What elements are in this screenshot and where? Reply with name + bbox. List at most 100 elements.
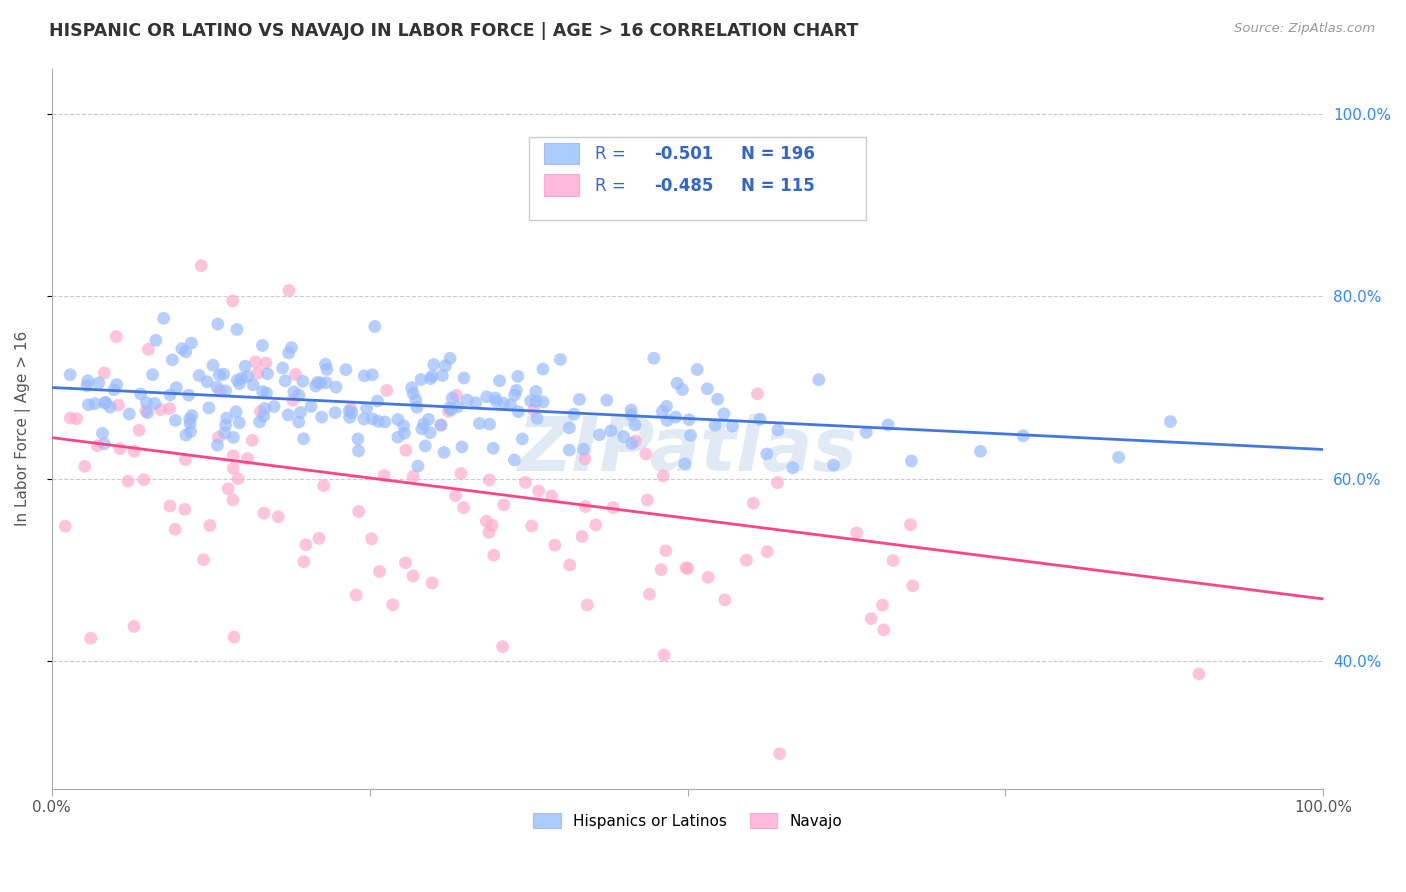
Point	[217, 482, 239, 496]
Point	[402, 569, 425, 583]
Point	[636, 493, 658, 508]
Point	[508, 405, 530, 419]
Point	[59, 411, 82, 425]
Point	[439, 351, 461, 366]
Point	[129, 387, 152, 401]
Point	[766, 475, 789, 490]
Point	[696, 382, 718, 396]
Point	[526, 411, 548, 425]
Point	[356, 401, 378, 416]
Point	[107, 398, 129, 412]
Point	[207, 430, 229, 444]
Point	[439, 401, 461, 415]
Point	[1159, 415, 1181, 429]
Point	[877, 417, 900, 432]
Point	[152, 311, 174, 326]
Text: ZIPatlas: ZIPatlas	[517, 414, 858, 487]
Point	[437, 404, 460, 418]
FancyBboxPatch shape	[529, 136, 866, 219]
Point	[274, 374, 297, 388]
Point	[901, 579, 924, 593]
Point	[652, 648, 675, 662]
Point	[453, 371, 475, 385]
Point	[749, 412, 772, 426]
Point	[531, 362, 554, 376]
Point	[576, 598, 599, 612]
Point	[381, 598, 404, 612]
Point	[634, 447, 657, 461]
Point	[222, 449, 245, 463]
Point	[503, 453, 526, 467]
Point	[599, 424, 621, 438]
Point	[506, 369, 529, 384]
Point	[527, 483, 550, 498]
Point	[122, 444, 145, 458]
Point	[440, 402, 463, 417]
Point	[212, 368, 235, 382]
Point	[488, 374, 510, 388]
Point	[136, 406, 159, 420]
Y-axis label: In Labor Force | Age > 16: In Labor Force | Age > 16	[15, 331, 31, 526]
Point	[98, 400, 121, 414]
Point	[315, 362, 337, 376]
Point	[179, 412, 201, 426]
Point	[453, 500, 475, 515]
Point	[295, 538, 318, 552]
Point	[742, 496, 765, 510]
Point	[214, 418, 236, 433]
Point	[283, 384, 305, 399]
Point	[170, 342, 193, 356]
Text: R =: R =	[595, 145, 631, 163]
Point	[673, 457, 696, 471]
Point	[214, 384, 236, 398]
Point	[558, 421, 581, 435]
Point	[406, 459, 429, 474]
Point	[315, 376, 337, 390]
Point	[450, 467, 472, 481]
Point	[468, 417, 491, 431]
Point	[482, 442, 505, 456]
Point	[226, 373, 249, 387]
Point	[141, 368, 163, 382]
Point	[568, 392, 591, 407]
FancyBboxPatch shape	[544, 174, 579, 196]
Point	[299, 400, 322, 414]
Point	[405, 392, 427, 407]
Point	[394, 556, 416, 570]
Point	[402, 469, 425, 483]
Point	[271, 361, 294, 376]
Point	[118, 407, 141, 421]
Point	[105, 377, 128, 392]
Point	[91, 426, 114, 441]
Point	[412, 417, 434, 431]
Point	[747, 386, 769, 401]
Text: R =: R =	[595, 177, 631, 194]
Point	[193, 553, 215, 567]
Point	[366, 394, 388, 409]
Point	[249, 404, 271, 418]
Point	[252, 338, 274, 352]
Point	[1188, 666, 1211, 681]
Point	[524, 394, 547, 409]
Point	[76, 374, 98, 388]
Point	[291, 374, 314, 388]
Point	[314, 357, 336, 371]
Point	[231, 371, 253, 385]
Point	[132, 473, 155, 487]
Point	[143, 396, 166, 410]
Point	[420, 576, 443, 591]
Text: Source: ZipAtlas.com: Source: ZipAtlas.com	[1234, 22, 1375, 36]
Point	[135, 404, 157, 418]
Point	[292, 432, 315, 446]
Point	[485, 394, 508, 409]
Legend: Hispanics or Latinos, Navajo: Hispanics or Latinos, Navajo	[527, 806, 848, 835]
Point	[277, 346, 299, 360]
Point	[475, 390, 498, 404]
Point	[254, 356, 277, 370]
Point	[655, 400, 678, 414]
Point	[337, 404, 360, 418]
Point	[77, 398, 100, 412]
Point	[807, 373, 830, 387]
Point	[478, 417, 501, 431]
Point	[347, 504, 370, 518]
